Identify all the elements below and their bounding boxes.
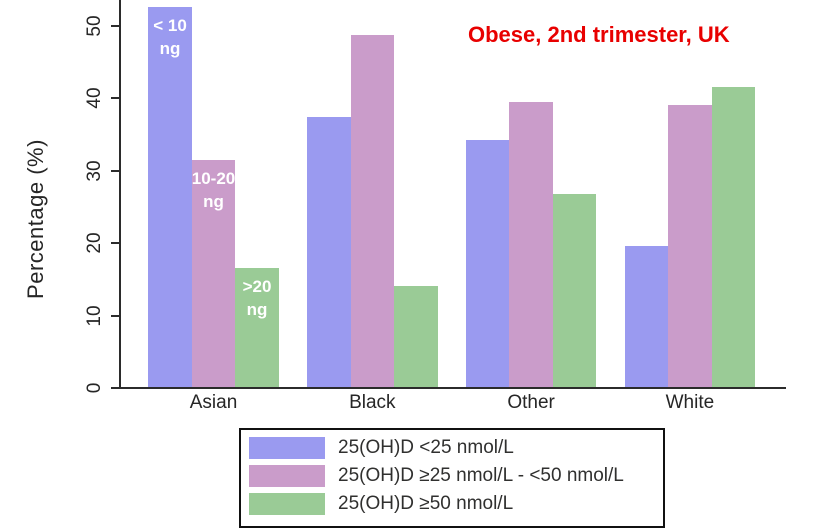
x-category-label: Black [349,392,396,413]
y-tick-mark [111,24,120,27]
y-tick-mark [111,242,120,244]
y-tick-mark [111,97,120,99]
legend-swatch [249,465,325,487]
legend-item: 25(OH)D ≥25 nmol/L - <50 nmol/L [241,465,663,487]
legend-label: 25(OH)D ≥25 nmol/L - <50 nmol/L [338,465,624,486]
bar [552,194,597,388]
bar [394,286,438,388]
y-tick-mark [111,387,120,389]
legend-item: 25(OH)D <25 nmol/L [241,437,663,459]
y-tick-mark [111,314,120,317]
y-tick-label: 30 [84,159,105,182]
bar [235,268,279,388]
legend-swatch [249,493,325,515]
bar [509,102,553,388]
bar [624,246,669,388]
y-axis-line [119,0,121,389]
bar-value-label-line: >20 [242,277,272,296]
x-category-label: Other [507,392,555,413]
x-category-label: Asian [189,392,238,413]
bar [307,117,351,388]
legend-label: 25(OH)D ≥50 nmol/L [338,493,514,514]
bar [711,87,756,388]
y-tick-mark [111,169,120,172]
bar [191,160,236,388]
bar-value-label-line: < 10 [153,16,187,35]
bar-value-label-line: ng [203,192,224,211]
y-tick-label: 50 [84,14,105,37]
y-tick-label: 10 [84,304,105,327]
bar-value-label-line: ng [159,39,181,58]
y-tick-label: 40 [84,87,105,109]
legend-label: 25(OH)D <25 nmol/L [338,437,514,458]
y-tick-label: 0 [84,382,105,394]
bar [350,35,395,388]
bar-value-label-line: 10-20 [191,169,236,188]
bar-value-label-line: ng [246,300,268,319]
bar [465,140,510,388]
bar [148,7,192,388]
y-tick-label: 20 [84,232,105,254]
plot-area: 0 10 20 30 40 50 < 10 ng 10-20 ng >20 ng Asian Black O… [84,7,756,413]
chart-title: Obese, 2nd trimester, UK [468,22,730,47]
legend-swatch [249,437,325,459]
legend: 25(OH)D <25 nmol/L 25(OH)D ≥25 nmol/L - <… [239,428,665,528]
bar-value-label: 10-20 ng [184,167,244,213]
bar [668,105,712,388]
legend-item: 25(OH)D ≥50 nmol/L [241,493,663,515]
bar-value-label: < 10 ng [140,14,200,60]
x-category-label: White [665,392,715,413]
bar-value-label: >20 ng [227,275,287,321]
x-axis-line [118,387,786,389]
